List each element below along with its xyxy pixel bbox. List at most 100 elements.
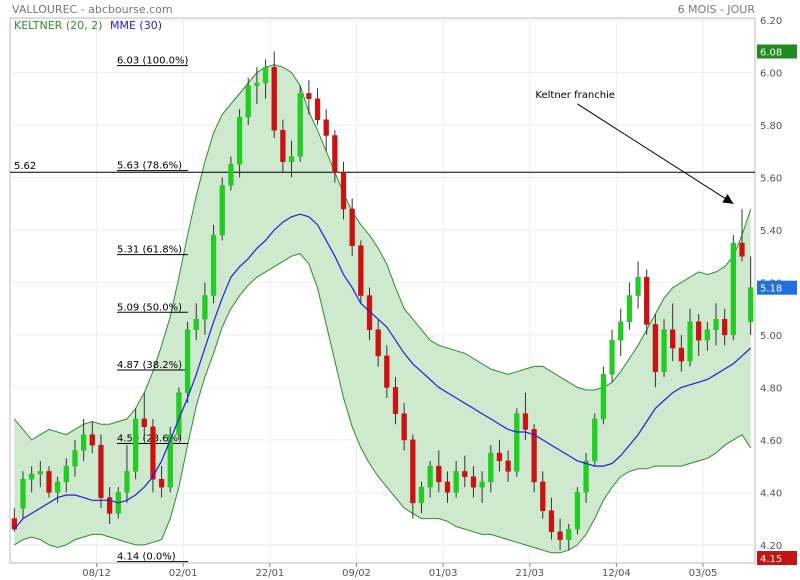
legend-keltner: KELTNER (20, 2) — [14, 19, 102, 32]
resistance-line: 5.62 — [10, 161, 755, 173]
candle-body — [219, 185, 225, 236]
candle-body — [670, 329, 676, 349]
candle-body — [384, 355, 390, 388]
candle-body — [340, 171, 347, 210]
candle-body — [202, 295, 208, 320]
candle-body — [548, 510, 555, 533]
candle-body — [366, 295, 373, 330]
candle-body — [410, 439, 416, 504]
candle-body — [401, 413, 407, 441]
legend-mme: MME (30) — [110, 19, 162, 32]
candle-body — [522, 413, 529, 430]
candle-body — [106, 497, 113, 514]
x-tick-label: 09/02 — [342, 568, 371, 579]
keltner-lower-line — [14, 253, 752, 554]
keltner-upper-line — [13, 64, 752, 441]
x-tick-label: 01/03 — [429, 568, 458, 579]
candle-body — [713, 318, 719, 330]
candle-body — [444, 481, 451, 493]
candle-body — [609, 339, 615, 375]
y-tick-label: 4.60 — [760, 436, 782, 447]
fibonacci-levels: 6.03 (100.0%) 5.63 (78.6%) 5.31 (61.8%) 5.0… — [117, 56, 188, 563]
candle-body — [46, 471, 52, 493]
annotation: Keltner franchie — [535, 90, 734, 205]
y-tick-label: 6.00 — [760, 68, 782, 79]
candle-body — [20, 479, 26, 509]
candle-body — [55, 481, 61, 493]
candle-body — [349, 208, 355, 246]
candle-body — [600, 374, 607, 420]
fib-label: 5.09 (50.0%) — [117, 302, 182, 313]
candle-body — [488, 452, 494, 483]
candle-body — [566, 528, 572, 540]
candle-body — [661, 329, 667, 372]
candle-body — [297, 93, 303, 157]
candle-body — [635, 276, 641, 296]
y-tick-label: 5.60 — [760, 173, 782, 184]
y-axis: 6.206.005.805.605.405.205.004.804.604.40… — [760, 16, 782, 552]
x-tick-label: 22/01 — [255, 568, 284, 579]
candle-body — [89, 434, 95, 446]
candle-body — [470, 476, 477, 488]
period-label: 6 MOIS - JOUR — [678, 3, 756, 16]
candle-body — [392, 387, 399, 414]
x-tick-label: 03/05 — [689, 568, 718, 579]
candle-body — [132, 418, 139, 472]
annotation-arrowhead — [722, 194, 734, 204]
fib-label: 4.14 (0.0%) — [117, 552, 176, 563]
candle-body — [505, 460, 511, 472]
candle-body — [453, 471, 459, 493]
candle-body — [696, 321, 702, 341]
candle-body — [314, 98, 321, 120]
mme-line — [13, 213, 752, 530]
candle-body — [141, 418, 147, 428]
candle-body — [722, 318, 728, 336]
candle-body — [479, 481, 485, 488]
candlesticks — [11, 51, 754, 551]
candle-body — [245, 85, 251, 118]
mme-polyline — [13, 213, 752, 530]
candle-body — [730, 242, 736, 336]
chart-title: VALLOUREC - abcbourse.com — [12, 3, 173, 16]
candle-body — [150, 426, 156, 480]
candle-body — [210, 234, 217, 296]
candle-body — [280, 129, 286, 162]
candle-body — [262, 66, 269, 84]
y-tick-label: 5.80 — [760, 121, 782, 132]
x-tick-label: 08/12 — [82, 568, 111, 579]
candle-body — [306, 93, 312, 99]
candle-body — [271, 66, 277, 131]
candle-body — [158, 479, 165, 488]
price-badges: 6.08 5.18 4.15 — [757, 44, 797, 565]
y-tick-label: 5.40 — [760, 226, 782, 237]
annotation-line — [577, 103, 734, 205]
candle-body — [167, 434, 173, 488]
candle-body — [358, 245, 364, 296]
y-tick-label: 5.00 — [760, 331, 782, 342]
x-tick-label: 12/04 — [602, 568, 631, 579]
candle-body — [98, 444, 104, 498]
candle-body — [704, 329, 710, 341]
y-tick-label: 4.40 — [760, 488, 782, 499]
candle-body — [644, 276, 650, 325]
keltner-bands — [13, 64, 752, 554]
candle-body — [63, 465, 69, 483]
candle-body — [288, 156, 295, 162]
candle-body — [514, 413, 520, 472]
candle-body — [462, 471, 468, 477]
y-tick-label: 6.20 — [760, 16, 782, 27]
candle-body — [574, 492, 581, 530]
badge-last-label: 5.18 — [760, 284, 782, 295]
candle-body — [557, 531, 563, 540]
candle-body — [687, 321, 693, 362]
candle-body — [678, 347, 684, 362]
badge-low-bg — [757, 551, 797, 565]
candle-body — [592, 418, 598, 462]
candle-body — [748, 287, 754, 323]
resistance-line-label: 5.62 — [14, 161, 36, 172]
candle-body — [124, 471, 130, 493]
fib-label: 5.63 (78.6%) — [117, 161, 182, 172]
keltner-band-fill — [14, 64, 751, 553]
candle-body — [375, 329, 381, 357]
